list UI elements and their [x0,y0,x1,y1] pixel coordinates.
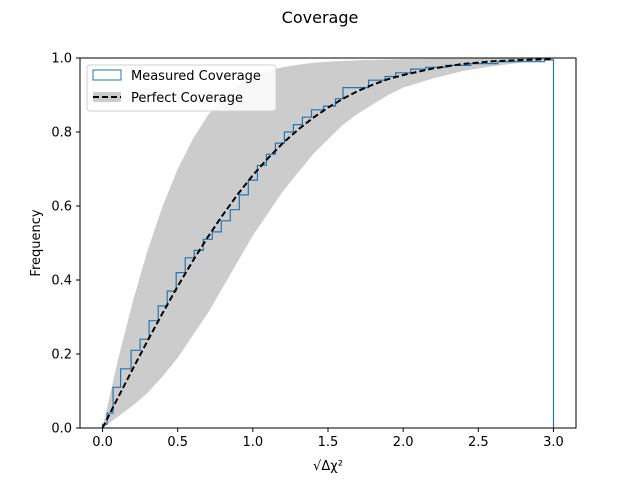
x-tick-label: 1.5 [318,435,339,450]
x-tick-label: 0.5 [167,435,188,450]
x-axis-ticks: 0.0 0.5 1.0 1.5 2.0 2.5 3.0 [92,428,564,450]
plot-area [79,57,577,429]
y-axis-label: Frequency [29,209,44,276]
y-tick-label: 1.0 [51,52,72,67]
x-axis-label: √Δχ² [313,459,343,474]
legend-label-perfect: Perfect Coverage [131,91,243,106]
legend-box [86,64,277,112]
x-tick-label: 2.5 [468,435,489,450]
x-tick-label: 0.0 [92,435,113,450]
series-layer [101,58,555,429]
chart-title: Coverage [282,8,359,27]
y-tick-label: 0.4 [51,274,72,289]
y-axis-ticks: 0.0 0.2 0.4 0.6 0.8 1.0 [51,52,80,437]
x-tick-label: 2.0 [393,435,414,450]
confidence-band-layer [102,58,554,428]
y-tick-label: 0.8 [51,126,72,141]
confidence-band [102,58,554,428]
legend-label-measured: Measured Coverage [131,69,261,84]
y-tick-label: 0.6 [51,200,72,215]
y-tick-label: 0.0 [51,422,72,437]
legend: Measured Coverage Perfect Coverage [86,64,277,112]
x-tick-label: 3.0 [543,435,564,450]
y-tick-label: 0.2 [51,348,72,363]
legend-swatch-measured [92,69,122,81]
series-perfect-coverage [101,58,554,429]
x-tick-label: 1.0 [243,435,264,450]
